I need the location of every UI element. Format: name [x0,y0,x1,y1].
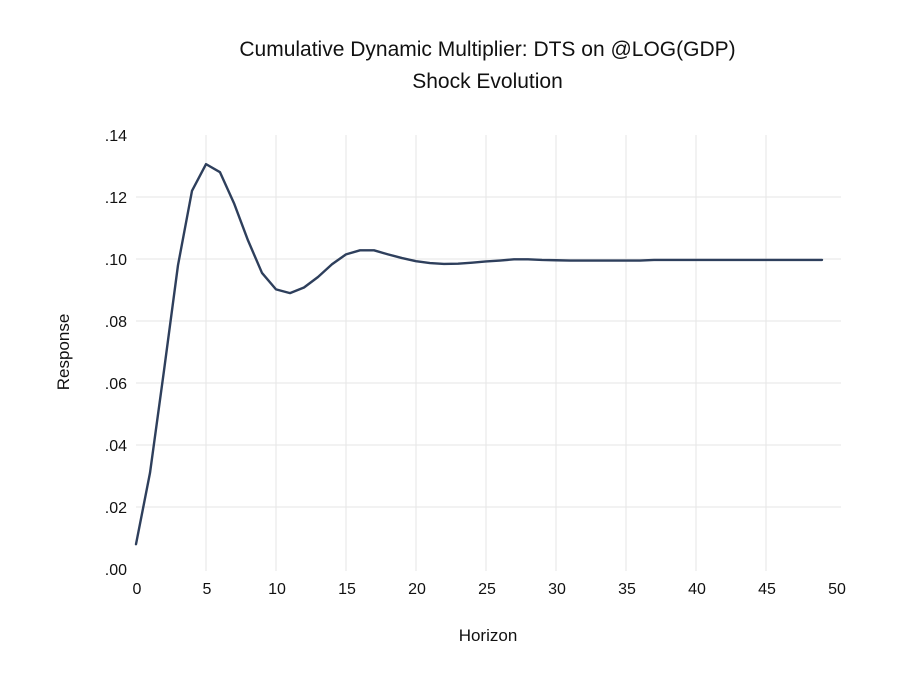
x-tick-label: 50 [828,581,846,598]
x-axis-label: Horizon [459,626,518,645]
y-tick-label: .14 [105,128,127,145]
x-tick-label: 40 [688,581,706,598]
x-tick-label: 5 [203,581,212,598]
x-tick-label: 45 [758,581,776,598]
y-tick-label: .06 [105,376,127,393]
grid-lines [136,135,841,571]
y-tick-label: .02 [105,500,127,517]
x-tick-label: 20 [408,581,426,598]
series-line [134,162,824,546]
x-tick-label: 10 [268,581,286,598]
y-tick-label: .00 [105,562,127,579]
y-tick-label: .04 [105,438,127,455]
y-tick-label: .08 [105,314,127,331]
x-axis-ticks: 0 5 10 15 20 25 30 35 40 45 50 [133,581,846,598]
series-group [134,162,824,546]
x-tick-label: 0 [133,581,142,598]
x-tick-label: 15 [338,581,356,598]
chart-subtitle: Shock Evolution [412,70,563,93]
chart-title: Cumulative Dynamic Multiplier: DTS on @L… [239,38,736,61]
y-tick-label: .12 [105,190,127,207]
x-tick-label: 25 [478,581,496,598]
y-axis-label: Response [54,314,73,391]
x-tick-label: 30 [548,581,566,598]
y-tick-label: .10 [105,252,127,269]
x-tick-label: 35 [618,581,636,598]
y-axis-ticks: .00 .02 .04 .06 .08 .10 .12 .14 [105,128,127,579]
